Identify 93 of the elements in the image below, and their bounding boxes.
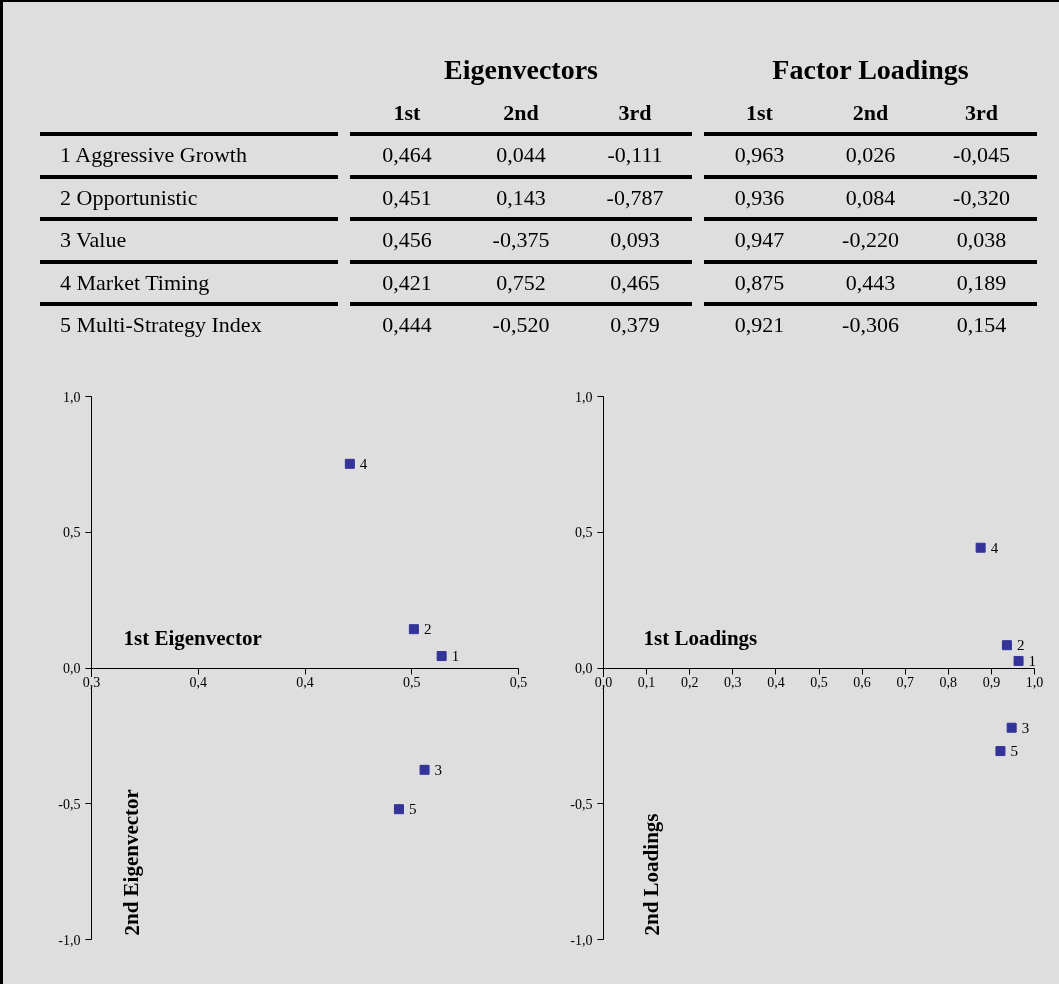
x-axis-title: 1st Loadings <box>643 625 758 650</box>
text: 0,444 <box>381 311 433 340</box>
x-tick-label: 0,3 <box>724 675 742 690</box>
text: 0,026 <box>815 136 926 179</box>
y-tick-label: -0,5 <box>570 796 593 812</box>
text: 0,921 <box>733 311 786 340</box>
point <box>344 458 355 469</box>
text: 0,875 <box>704 263 815 307</box>
text: 5 Multi-Strategy Index <box>60 312 262 338</box>
x-tick-label: 0,1 <box>637 675 656 690</box>
x-tick-label: 0,8 <box>939 675 958 690</box>
text: 0,093 <box>578 221 692 264</box>
point <box>1013 655 1024 666</box>
y-axis-title: 2nd Eigenvector <box>119 789 144 936</box>
text: -0,111 <box>578 136 692 179</box>
text: -0,520 <box>491 311 551 340</box>
x-tick-label: 0,5 <box>509 675 528 690</box>
y-tick-label: 0,5 <box>575 525 593 541</box>
point <box>975 542 986 553</box>
annotation: 5 <box>1010 743 1018 760</box>
text: 1st <box>350 94 464 137</box>
y-tick-label: -1,0 <box>58 932 81 948</box>
text: 3rd <box>578 94 692 137</box>
text: 3rd <box>926 94 1037 137</box>
y-axis-title: 2nd Loadings <box>639 813 664 936</box>
text: 0,421 <box>350 263 464 307</box>
text: 0,379 <box>609 311 661 340</box>
text: -0,787 <box>578 178 692 222</box>
point <box>995 746 1006 757</box>
x-tick-label: 1,0 <box>1025 675 1044 690</box>
text: 0,189 <box>926 263 1037 307</box>
point <box>1001 640 1012 651</box>
text: 3 Value <box>60 227 127 253</box>
x-tick-label: 0,3 <box>82 675 101 690</box>
x-axis-title: 1st Eigenvector <box>123 625 262 650</box>
text: 0,044 <box>464 136 578 179</box>
text: -0,306 <box>841 311 900 340</box>
text: 0,752 <box>464 263 578 307</box>
text: 0,038 <box>926 221 1037 264</box>
text: 0,451 <box>350 178 464 222</box>
annotation: 3 <box>1021 719 1030 736</box>
text: -0,045 <box>926 136 1037 179</box>
text: 0,084 <box>815 178 926 222</box>
x-tick-label: 0,2 <box>680 675 699 690</box>
text: -0,320 <box>926 178 1037 222</box>
annotation: 4 <box>359 455 368 472</box>
annotation: 2 <box>1016 637 1025 654</box>
annotation: 2 <box>423 621 432 638</box>
y-tick-label: 0,0 <box>575 661 593 676</box>
text: 2nd <box>464 94 578 137</box>
text: Factor Loadings <box>771 53 970 87</box>
text: 0,936 <box>704 178 815 222</box>
annotation: 1 <box>1028 652 1037 669</box>
annotation: 5 <box>408 801 417 818</box>
x-tick-label: 0,4 <box>767 675 785 690</box>
x-tick-label: 0,5 <box>403 675 421 690</box>
y-tick-label: 1,0 <box>575 389 593 405</box>
point <box>393 804 404 815</box>
text: 4 Market Timing <box>60 269 210 295</box>
text: 2 Opportunistic <box>60 184 198 210</box>
text: 1st <box>704 94 815 137</box>
text: -0,375 <box>464 221 578 264</box>
text: 1 Aggressive Growth <box>60 142 247 168</box>
annotation: 4 <box>990 539 999 556</box>
annotation: 1 <box>451 648 460 665</box>
text: Eigenvectors <box>443 53 599 87</box>
x-tick-label: 0,4 <box>189 675 207 690</box>
y-tick-label: 0,0 <box>63 661 81 676</box>
x-tick-label: 0,5 <box>810 675 828 690</box>
text: 0,143 <box>464 178 578 222</box>
text: 0,154 <box>955 311 1008 340</box>
x-tick-label: 0,0 <box>594 675 613 690</box>
point <box>1006 722 1017 733</box>
point <box>436 651 447 662</box>
text: 0,465 <box>578 263 692 307</box>
x-tick-label: 0,7 <box>896 675 914 690</box>
text: 0,963 <box>704 136 815 179</box>
x-tick-label: 0,6 <box>853 675 871 690</box>
text: 2nd <box>815 94 926 137</box>
y-tick-label: -1,0 <box>570 932 593 948</box>
y-tick-label: 0,5 <box>63 525 81 541</box>
y-tick-label: -0,5 <box>58 796 81 812</box>
y-tick-label: 1,0 <box>63 389 81 405</box>
annotation: 3 <box>434 761 443 778</box>
point <box>419 764 430 775</box>
x-tick-label: 0,4 <box>296 675 314 690</box>
text: -0,220 <box>815 221 926 264</box>
text: 0,443 <box>815 263 926 307</box>
text: 0,456 <box>350 221 464 264</box>
text: 0,947 <box>704 221 815 264</box>
text: 0,464 <box>350 136 464 179</box>
point <box>408 624 419 635</box>
x-tick-label: 0,9 <box>982 675 1001 690</box>
